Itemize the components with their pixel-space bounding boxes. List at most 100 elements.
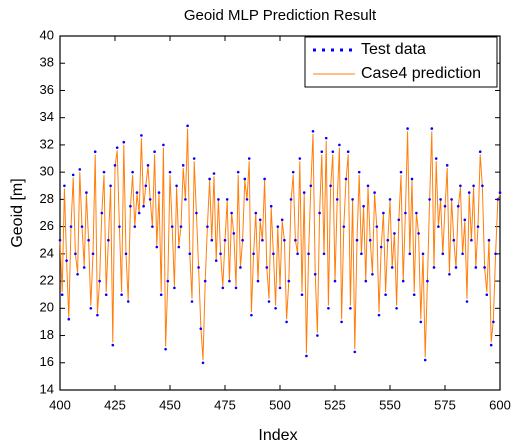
x-tick-label: 475	[214, 397, 236, 412]
test-point	[212, 172, 216, 175]
test-point	[241, 238, 244, 242]
test-point	[232, 232, 236, 235]
test-point	[349, 307, 352, 310]
test-point	[153, 150, 156, 154]
test-point	[309, 184, 313, 188]
test-point	[280, 218, 284, 222]
test-point	[410, 177, 414, 181]
test-point	[353, 350, 357, 354]
test-point	[327, 307, 330, 310]
test-point	[89, 307, 93, 310]
test-point	[465, 300, 469, 303]
test-point	[91, 252, 95, 256]
y-tick-label: 32	[40, 136, 54, 151]
test-point	[157, 191, 161, 194]
test-point	[113, 164, 117, 167]
test-point	[357, 170, 361, 174]
y-tick-label: 40	[40, 27, 54, 42]
test-point	[382, 211, 385, 215]
test-point	[166, 279, 170, 283]
test-point	[285, 320, 288, 324]
test-point	[401, 279, 405, 283]
y-tick-label: 36	[40, 82, 54, 97]
test-point	[195, 211, 198, 215]
test-point	[283, 238, 286, 242]
test-point	[287, 279, 291, 283]
test-point	[342, 225, 346, 228]
test-point	[151, 225, 154, 228]
test-point	[377, 313, 381, 317]
test-point	[291, 170, 295, 174]
test-point	[63, 184, 66, 188]
x-tick-label: 600	[489, 397, 511, 412]
test-point	[278, 286, 282, 290]
test-point	[379, 245, 383, 249]
test-point	[206, 225, 209, 228]
test-point	[316, 334, 319, 337]
test-point	[426, 279, 429, 283]
test-point	[67, 317, 71, 321]
test-point	[485, 293, 489, 296]
test-point	[366, 184, 370, 188]
test-point	[96, 313, 99, 317]
x-tick-label: 425	[104, 397, 126, 412]
y-tick-label: 14	[40, 381, 54, 396]
test-point	[307, 252, 310, 256]
test-point	[274, 307, 277, 310]
test-point	[263, 177, 266, 181]
test-point	[230, 211, 233, 215]
test-point	[133, 225, 137, 228]
test-point	[225, 198, 229, 201]
test-point	[109, 184, 112, 188]
test-point	[340, 320, 343, 324]
test-point	[135, 191, 139, 194]
test-point	[82, 266, 86, 269]
test-point	[360, 252, 363, 256]
test-point	[324, 136, 328, 140]
x-tick-label: 500	[269, 397, 291, 412]
test-point	[107, 238, 110, 242]
y-tick-label: 20	[40, 300, 54, 315]
test-point	[406, 127, 409, 130]
test-point	[228, 279, 231, 283]
test-point	[448, 272, 451, 276]
test-point	[236, 170, 240, 174]
test-point	[100, 211, 104, 215]
test-point	[320, 150, 324, 154]
test-point	[239, 266, 242, 269]
test-point	[335, 198, 339, 201]
test-point	[452, 238, 456, 242]
test-point	[346, 150, 350, 154]
test-point	[162, 143, 165, 147]
x-tick-label: 400	[49, 397, 71, 412]
test-point	[122, 140, 126, 144]
test-point	[423, 358, 427, 362]
y-axis-label: Geoid [m]	[9, 178, 26, 247]
test-point	[432, 266, 436, 269]
test-point	[256, 279, 260, 283]
test-point	[476, 225, 480, 228]
test-point	[474, 266, 478, 269]
test-point	[137, 211, 141, 215]
test-point	[197, 266, 200, 269]
test-point	[395, 307, 398, 310]
test-point	[456, 204, 460, 208]
test-point	[267, 300, 271, 303]
test-point	[496, 198, 500, 201]
y-tick-label: 28	[40, 191, 54, 206]
test-point	[408, 252, 412, 256]
test-point	[397, 218, 401, 222]
test-point	[250, 313, 253, 317]
test-point	[487, 238, 491, 242]
test-point	[126, 300, 130, 303]
test-point	[443, 204, 447, 208]
y-tick-label: 16	[40, 354, 54, 369]
test-point	[300, 293, 304, 296]
test-point	[313, 272, 317, 276]
test-point	[373, 191, 376, 194]
test-point	[412, 293, 416, 296]
test-point	[190, 300, 194, 303]
y-tick-label: 38	[40, 55, 54, 70]
test-point	[454, 266, 458, 269]
